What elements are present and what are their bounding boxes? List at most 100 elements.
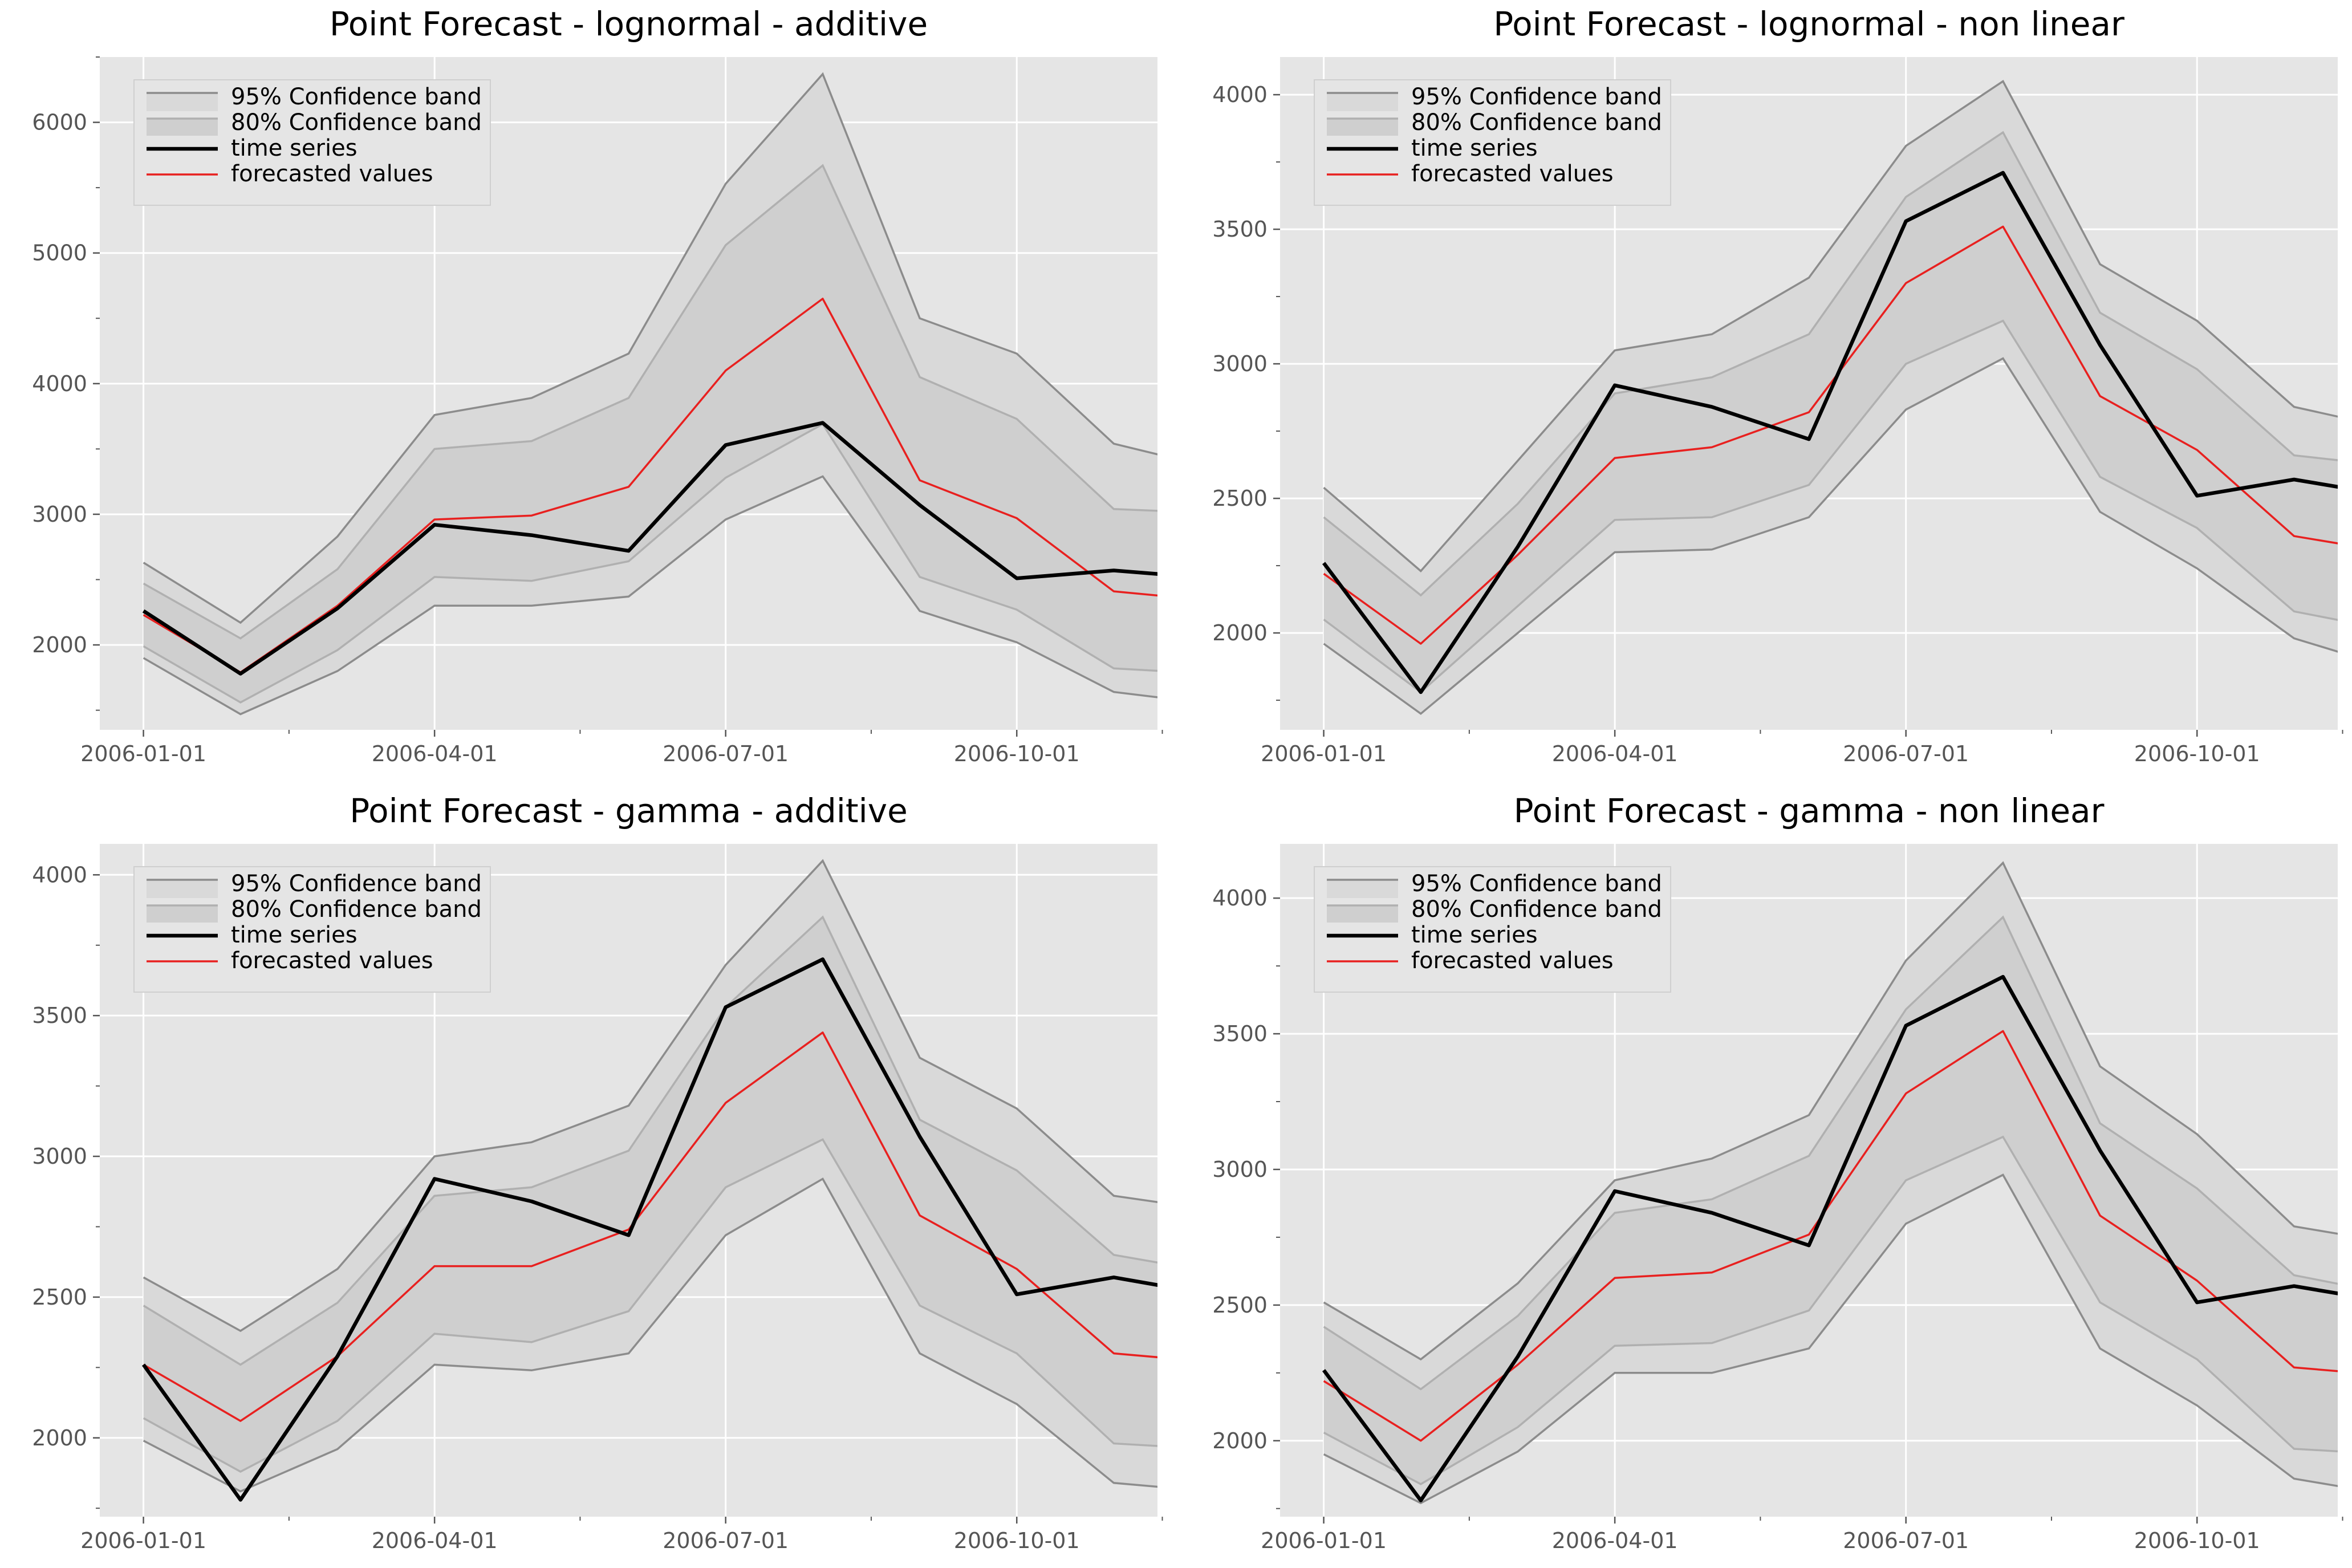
band-80-lower-line bbox=[1323, 1135, 2338, 1485]
legend-swatch-80 bbox=[147, 119, 218, 136]
y-tick-label: 3500 bbox=[1212, 217, 1268, 242]
x-tick-label: 2006-01-01 bbox=[80, 741, 206, 766]
y-tick-label: 3000 bbox=[32, 1144, 87, 1169]
y-tick-label: 3000 bbox=[1212, 1157, 1268, 1182]
band-80-upper-line bbox=[143, 164, 1157, 640]
y-tick-label: 2500 bbox=[32, 1285, 87, 1310]
x-tick-label: 2006-04-01 bbox=[1552, 1528, 1678, 1553]
legend-swatch-80 bbox=[1327, 905, 1398, 923]
legend-swatch-95 bbox=[1327, 93, 1398, 111]
time-series-line bbox=[1322, 170, 2338, 694]
x-tick-label: 2006-01-01 bbox=[1261, 741, 1387, 766]
y-tick-label: 4000 bbox=[1212, 82, 1268, 107]
x-tick-label: 2006-04-01 bbox=[372, 1528, 498, 1553]
legend-swatch-95 bbox=[1327, 880, 1398, 898]
band-95-upper-line bbox=[1323, 861, 2338, 1361]
plot-content bbox=[142, 72, 1157, 716]
band-80 bbox=[1323, 917, 2338, 1484]
legend-label: 95% Confidence band bbox=[1411, 871, 1662, 897]
band-80-lower-line bbox=[143, 1138, 1157, 1473]
y-tick-label: 4000 bbox=[32, 862, 87, 887]
plot-content bbox=[1322, 79, 2338, 715]
forecast-line bbox=[143, 1031, 1157, 1422]
legend-label: forecasted values bbox=[1411, 161, 1614, 187]
x-tick-label: 2006-07-01 bbox=[663, 1528, 789, 1553]
y-tick-label: 6000 bbox=[32, 110, 87, 135]
y-tick-label: 3500 bbox=[1212, 1021, 1268, 1046]
band-80-lower-line bbox=[1323, 319, 2338, 694]
chart-panel-3: 2000 2500 3000 3500 4000 2006-01-01 2006-04-01… bbox=[32, 791, 1163, 1553]
legend-label: time series bbox=[1411, 922, 1538, 948]
y-tick-label: 3500 bbox=[32, 1003, 87, 1028]
band-95-upper-line bbox=[1323, 79, 2338, 572]
band-80 bbox=[143, 917, 1157, 1472]
legend-label: time series bbox=[231, 922, 358, 948]
legend-label: 95% Confidence band bbox=[231, 84, 482, 110]
y-tick-label: 2000 bbox=[32, 632, 87, 657]
y-tick-label: 3000 bbox=[1212, 351, 1268, 376]
chart-title: Point Forecast - gamma - non linear bbox=[1514, 791, 2105, 830]
plot-content bbox=[141, 859, 1157, 1502]
band-95-upper-line bbox=[143, 72, 1157, 624]
legend-label: time series bbox=[231, 135, 358, 161]
chart-panel-4: 2000 2500 3000 3500 4000 2006-01-01 2006-04-01… bbox=[1212, 791, 2343, 1553]
band-95-upper-line bbox=[143, 859, 1157, 1333]
legend-label: time series bbox=[1411, 135, 1538, 161]
band-95-lower-line bbox=[1323, 357, 2338, 715]
x-tick-label: 2006-07-01 bbox=[663, 741, 789, 766]
legend-label: 95% Confidence band bbox=[231, 871, 482, 897]
plot-content bbox=[1322, 861, 2338, 1505]
x-tick-label: 2006-07-01 bbox=[1843, 741, 1969, 766]
legend-label: 95% Confidence band bbox=[1411, 84, 1662, 110]
legend-swatch-95 bbox=[147, 880, 218, 898]
y-tick-label: 2500 bbox=[1212, 1293, 1268, 1318]
x-tick-label: 2006-04-01 bbox=[1552, 741, 1678, 766]
band-80-upper-line bbox=[143, 915, 1157, 1366]
band-95-lower-line bbox=[1323, 1173, 2338, 1505]
y-tick-label: 2500 bbox=[1212, 486, 1268, 511]
y-tick-label: 2000 bbox=[32, 1425, 87, 1451]
y-tick-label: 2000 bbox=[1212, 1428, 1268, 1453]
legend-label: forecasted values bbox=[231, 161, 433, 187]
x-tick-label: 2006-10-01 bbox=[954, 741, 1080, 766]
legend-label: 80% Confidence band bbox=[231, 109, 482, 136]
y-tick-label: 4000 bbox=[1212, 885, 1268, 911]
forecast-line bbox=[143, 298, 1157, 673]
band-95-lower-line bbox=[143, 475, 1157, 716]
x-tick-label: 2006-04-01 bbox=[372, 741, 498, 766]
legend-label: forecasted values bbox=[231, 948, 433, 974]
time-series-line bbox=[142, 421, 1157, 676]
y-tick-label: 5000 bbox=[32, 241, 87, 266]
legend-swatch-80 bbox=[1327, 119, 1398, 136]
x-tick-label: 2006-10-01 bbox=[2134, 741, 2260, 766]
legend-label: forecasted values bbox=[1411, 948, 1614, 974]
band-80-lower-line bbox=[143, 423, 1157, 704]
band-80-upper-line bbox=[1323, 915, 2338, 1391]
y-tick-label: 2000 bbox=[1212, 620, 1268, 645]
x-tick-label: 2006-01-01 bbox=[80, 1528, 206, 1553]
legend-swatch-80 bbox=[147, 905, 218, 923]
chart-title: Point Forecast - gamma - additive bbox=[350, 791, 908, 830]
x-tick-label: 2006-07-01 bbox=[1843, 1528, 1969, 1553]
chart-panel-1: 2000 3000 4000 5000 6000 2006-01-01 2006-04-01… bbox=[32, 5, 1163, 766]
legend-swatch-95 bbox=[147, 93, 218, 111]
legend-label: 80% Confidence band bbox=[231, 896, 482, 923]
y-tick-label: 4000 bbox=[32, 371, 87, 396]
x-tick-label: 2006-10-01 bbox=[2134, 1528, 2260, 1553]
chart-title: Point Forecast - lognormal - additive bbox=[330, 5, 928, 43]
band-80 bbox=[143, 165, 1157, 702]
legend-label: 80% Confidence band bbox=[1411, 109, 1662, 136]
x-tick-label: 2006-10-01 bbox=[954, 1528, 1080, 1553]
chart-panel-2: 2000 2500 3000 3500 4000 2006-01-01 2006-04-01… bbox=[1212, 5, 2343, 766]
y-tick-label: 3000 bbox=[32, 502, 87, 527]
band-80-upper-line bbox=[1323, 131, 2338, 597]
legend-label: 80% Confidence band bbox=[1411, 896, 1662, 923]
time-series-line bbox=[1322, 974, 2338, 1502]
chart-title: Point Forecast - lognormal - non linear bbox=[1493, 5, 2124, 43]
x-tick-label: 2006-01-01 bbox=[1261, 1528, 1387, 1553]
